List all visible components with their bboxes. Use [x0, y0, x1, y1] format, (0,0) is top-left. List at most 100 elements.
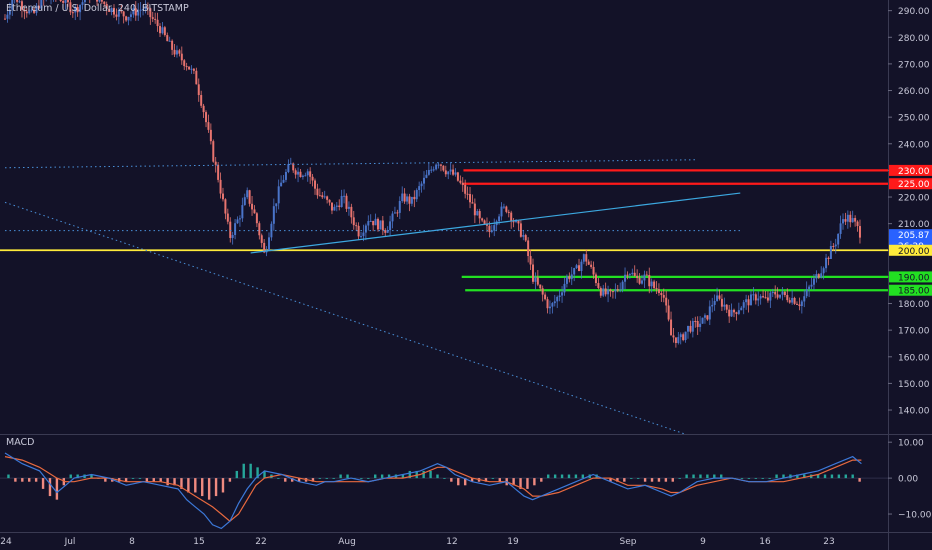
macd-histogram-bar: [844, 474, 847, 479]
candle: [314, 180, 317, 189]
candle: [381, 220, 384, 231]
macd-histogram-bar: [512, 478, 515, 486]
macd-histogram-bar: [346, 474, 349, 479]
candle: [716, 295, 719, 301]
candle: [488, 225, 491, 232]
candle: [674, 337, 677, 343]
candle: [284, 171, 287, 180]
candle: [687, 325, 690, 332]
candle: [168, 40, 171, 42]
macd-line: [4, 452, 862, 530]
candle: [253, 209, 256, 214]
price-tick-label: 260.00: [898, 87, 930, 97]
candle: [594, 274, 597, 284]
candle: [558, 295, 561, 297]
candle: [8, 9, 11, 15]
macd-histogram-bar: [422, 470, 425, 479]
macd-histogram-bar: [429, 470, 432, 479]
time-axis[interactable]: 24 Jul 8 15 22 Aug 12 19 Sep 9 16 23: [0, 537, 834, 547]
candle: [762, 296, 765, 298]
macd-histogram-bar: [837, 474, 841, 479]
macd-title: MACD: [6, 437, 34, 448]
candle: [510, 212, 513, 222]
candle: [631, 272, 634, 275]
candle: [793, 297, 796, 304]
candle: [757, 298, 760, 301]
candle: [541, 288, 544, 295]
macd-histogram-bar: [498, 478, 501, 482]
candle: [684, 331, 687, 341]
macd-histogram-bar: [55, 478, 59, 500]
candle: [372, 220, 375, 226]
candle: [846, 214, 849, 222]
macd-histogram-bar: [360, 478, 363, 479]
candle: [263, 242, 266, 253]
candle: [30, 9, 33, 11]
macd-histogram-bar: [540, 478, 543, 482]
macd-histogram-bar: [194, 478, 197, 493]
candle: [6, 14, 9, 19]
candle: [311, 176, 314, 181]
candle: [786, 295, 789, 301]
candle: [854, 218, 857, 222]
macd-signal-line: [4, 456, 862, 522]
macd-histogram-bar: [387, 474, 391, 479]
candle: [856, 221, 859, 227]
candle: [355, 225, 358, 227]
candles-layer: [4, 0, 861, 348]
candle: [420, 183, 423, 187]
macd-histogram-bar: [159, 478, 162, 482]
macd-histogram-bar: [228, 478, 232, 482]
candle: [134, 8, 137, 16]
candle: [272, 206, 275, 224]
candle: [289, 163, 292, 165]
candle: [66, 0, 69, 3]
candle: [611, 291, 614, 293]
candle: [224, 199, 227, 214]
svg-text:225.00: 225.00: [898, 180, 930, 190]
macd-histogram-bar: [173, 478, 176, 486]
candle: [672, 335, 675, 338]
candle: [812, 278, 815, 285]
candle: [398, 200, 401, 213]
candle: [713, 300, 716, 305]
candle: [534, 277, 537, 282]
candle: [96, 0, 99, 2]
candle: [660, 292, 663, 296]
time-tick-label: 9: [700, 537, 706, 547]
macd-histogram-bar: [152, 478, 155, 482]
macd-layer: [0, 452, 888, 530]
macd-histogram-bar: [547, 474, 550, 479]
svg-text:185.00: 185.00: [898, 287, 930, 297]
candle: [108, 8, 111, 13]
macd-histogram-bar: [332, 478, 335, 479]
candle: [430, 169, 433, 171]
candle: [834, 244, 837, 247]
candle: [728, 309, 731, 317]
candle: [190, 68, 193, 70]
candle: [699, 323, 702, 328]
candle: [604, 288, 607, 295]
candle: [478, 211, 481, 219]
candle: [628, 274, 631, 276]
candle: [585, 254, 588, 262]
candle: [795, 303, 798, 305]
candle: [423, 177, 426, 184]
candle: [546, 299, 549, 309]
candle: [745, 299, 748, 303]
candle: [379, 220, 382, 230]
candle: [280, 182, 283, 187]
candle: [730, 309, 733, 317]
macd-histogram-bar: [408, 470, 412, 479]
candle: [406, 196, 409, 202]
macd-histogram-bar: [560, 474, 564, 479]
candle: [292, 163, 295, 171]
candle: [110, 7, 113, 13]
candle: [413, 196, 416, 200]
macd-histogram-bar: [740, 478, 744, 479]
candle: [83, 0, 86, 3]
candle: [122, 11, 125, 17]
candle: [657, 289, 660, 293]
candle: [161, 27, 164, 34]
